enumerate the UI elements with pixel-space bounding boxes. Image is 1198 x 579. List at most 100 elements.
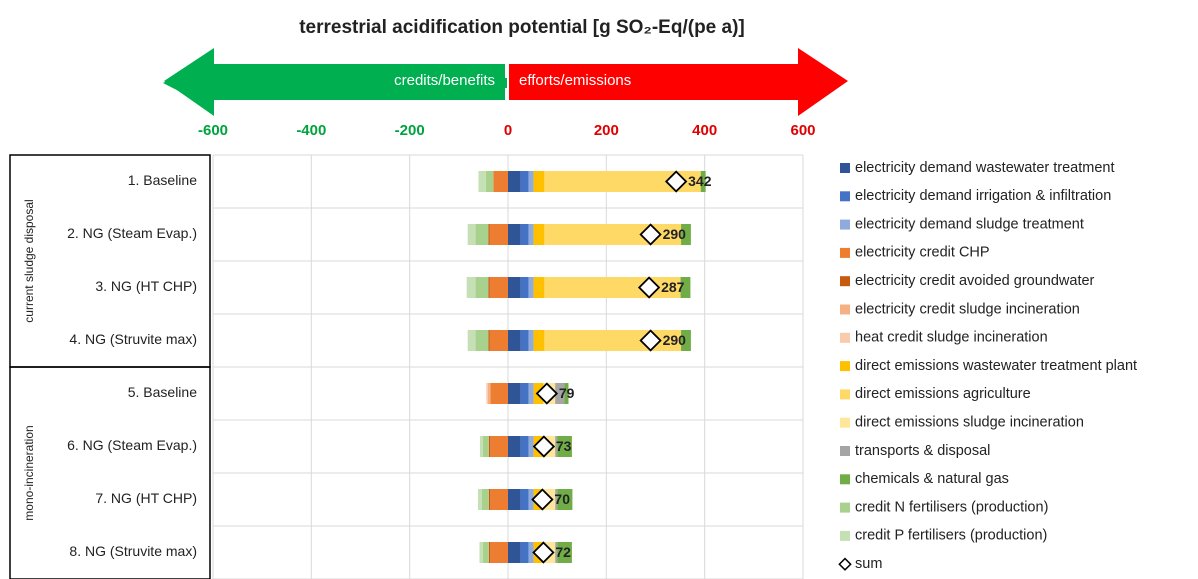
sum-label: 70 (554, 491, 570, 507)
legend-label: direct emissions wastewater treatment pl… (855, 358, 1137, 374)
bar-segment (508, 489, 521, 510)
bar-segment (485, 171, 494, 192)
bar-segment (487, 383, 491, 404)
legend-label: transports & disposal (855, 443, 990, 459)
legend-swatch (840, 417, 850, 428)
sum-marker (639, 223, 662, 246)
bar-segment (508, 436, 521, 457)
bar-segment (555, 489, 558, 510)
y-tick-label: 7. NG (HT CHP) (95, 490, 197, 506)
bar-segment (520, 330, 529, 351)
bar-segment (508, 171, 521, 192)
legend-swatch (840, 304, 850, 315)
sum-label: 79 (559, 385, 575, 401)
bar-segment (520, 171, 529, 192)
bar-segment (564, 383, 569, 404)
arrow-left-shape (164, 48, 505, 116)
chart-title: terrestrial acidification potential [g S… (299, 17, 745, 38)
bar-segment (488, 436, 491, 457)
bar-segment (508, 277, 521, 298)
legend-label: electricity demand sludge treatment (855, 216, 1084, 232)
legend-swatch (840, 389, 850, 400)
bar-segment (533, 330, 545, 351)
bar-segment (520, 224, 529, 245)
x-tick-label: 200 (594, 122, 619, 139)
bar-segment (490, 489, 508, 510)
legend-label: electricity demand irrigation & infiltra… (855, 188, 1111, 204)
bar-segment (557, 436, 572, 457)
bar-segment (681, 224, 691, 245)
sum-label: 73 (556, 438, 572, 454)
x-tick-label: 0 (504, 122, 512, 139)
sum-marker (637, 276, 661, 299)
legend-label: credit N fertilisers (production) (855, 499, 1048, 515)
bar-segment (466, 277, 476, 298)
bar-segment (479, 436, 483, 457)
x-tick-label: -400 (296, 122, 326, 139)
bar-segment (528, 171, 534, 192)
bar-segment (489, 277, 508, 298)
bar-segment (508, 542, 521, 563)
bar-segment (489, 330, 508, 351)
bar-segment (680, 277, 691, 298)
x-tick-label: 600 (790, 122, 815, 139)
arrow-right-shape (509, 48, 848, 116)
bar-segment (557, 542, 572, 563)
bar-segment (528, 436, 534, 457)
sum-marker (639, 329, 662, 352)
bar-segment (488, 224, 490, 245)
bar-segment (520, 542, 529, 563)
bar-segment (467, 330, 476, 351)
sum-marker (664, 170, 688, 193)
y-tick-label: 8. NG (Struvite max) (69, 543, 197, 559)
sum-label: 287 (661, 279, 685, 295)
bar-segment (488, 277, 490, 298)
group-box (9, 366, 211, 579)
legend-label: heat credit sludge incineration (855, 330, 1048, 346)
bar-segment (555, 383, 565, 404)
bar-segment (533, 171, 545, 192)
y-tick-label: 1. Baseline (128, 172, 197, 188)
x-tick-label: -200 (395, 122, 425, 139)
bar-segment (475, 224, 489, 245)
sum-label: 72 (555, 544, 571, 560)
x-tick-label: -600 (198, 122, 228, 139)
bar-segment (489, 224, 508, 245)
legend-label: chemicals & natural gas (855, 471, 1009, 487)
legend-swatch (840, 474, 850, 485)
sum-marker (531, 488, 554, 511)
bar-segment (528, 383, 534, 404)
group-label: mono-incineration (22, 425, 36, 520)
legend-swatch (840, 502, 850, 513)
bar-segment (493, 171, 508, 192)
bar-segment (508, 224, 521, 245)
legend-swatch (840, 163, 850, 173)
bar-segment (488, 489, 491, 510)
bar-segment (528, 277, 534, 298)
bar-segment (520, 383, 529, 404)
bar-segment (520, 436, 529, 457)
bar-segment (520, 489, 529, 510)
legend-label: sum (855, 556, 882, 572)
bar-segment (475, 330, 489, 351)
legend-swatch (840, 446, 850, 456)
legend-label: credit P fertilisers (production) (855, 528, 1047, 544)
bar-segment (467, 224, 476, 245)
bar-segment (490, 542, 508, 563)
bar-segment (508, 330, 521, 351)
legend-swatch (840, 276, 850, 287)
legend-sum-marker (838, 557, 852, 571)
legend-swatch (840, 361, 850, 372)
legend-label: electricity credit avoided groundwater (855, 273, 1095, 289)
legend-swatch (840, 247, 850, 258)
bar-segment (533, 224, 545, 245)
bar-segment (482, 436, 489, 457)
sum-marker (532, 435, 556, 458)
bar-segment (478, 489, 482, 510)
bar-segment (520, 277, 529, 298)
arrow-left-label: credits/benefits (394, 72, 495, 89)
bar-segment (544, 171, 701, 192)
y-tick-label: 5. Baseline (128, 384, 197, 400)
y-tick-label: 2. NG (Steam Evap.) (67, 225, 197, 241)
